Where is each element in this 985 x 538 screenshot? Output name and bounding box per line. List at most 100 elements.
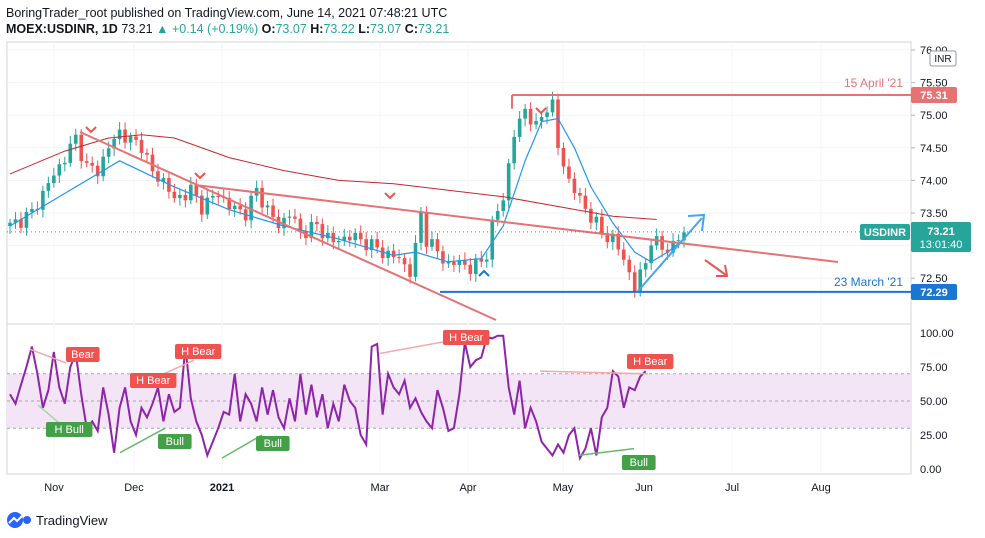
candle-body[interactable] <box>358 232 363 240</box>
candle-body[interactable] <box>90 162 94 166</box>
candle-body[interactable] <box>424 212 429 247</box>
candle-body[interactable] <box>490 219 495 260</box>
candle-body[interactable] <box>413 242 418 277</box>
candle-body[interactable] <box>397 257 401 259</box>
candle-body[interactable] <box>452 262 456 265</box>
candle-body[interactable] <box>326 232 330 239</box>
candle-body[interactable] <box>68 143 73 163</box>
candle-body[interactable] <box>101 156 105 177</box>
candle-body[interactable] <box>24 212 29 228</box>
candle-body[interactable] <box>249 195 253 221</box>
candle-body[interactable] <box>408 264 412 277</box>
candle-body[interactable] <box>682 232 686 241</box>
candle-body[interactable] <box>457 260 462 265</box>
candle-body[interactable] <box>46 183 51 191</box>
candle-body[interactable] <box>676 240 681 242</box>
candle-body[interactable] <box>13 219 18 223</box>
candle-body[interactable] <box>561 147 566 167</box>
candle-body[interactable] <box>63 162 67 165</box>
candle-body[interactable] <box>638 269 642 292</box>
candle-body[interactable] <box>41 190 45 210</box>
candle-body[interactable] <box>621 249 626 260</box>
candle-body[interactable] <box>578 192 582 196</box>
candle-body[interactable] <box>57 164 62 176</box>
candle-body[interactable] <box>627 259 632 273</box>
candle-body[interactable] <box>556 99 560 148</box>
candle-body[interactable] <box>106 148 111 157</box>
candle-body[interactable] <box>463 260 467 265</box>
candle-body[interactable] <box>364 239 368 251</box>
candle-body[interactable] <box>523 108 527 119</box>
candle-body[interactable] <box>430 239 434 247</box>
candle-body[interactable] <box>298 218 303 232</box>
candle-body[interactable] <box>178 194 182 199</box>
candle-body[interactable] <box>391 250 396 258</box>
candle-body[interactable] <box>353 232 358 241</box>
candle-body[interactable] <box>145 152 149 155</box>
candle-body[interactable] <box>139 139 144 153</box>
candle-body[interactable] <box>95 165 100 177</box>
candle-body[interactable] <box>583 195 588 209</box>
candle-body[interactable] <box>117 129 122 140</box>
candle-body[interactable] <box>632 272 637 292</box>
candle-body[interactable] <box>79 134 84 162</box>
candle-body[interactable] <box>506 163 511 201</box>
candle-body[interactable] <box>495 210 500 220</box>
candle-body[interactable] <box>342 236 347 242</box>
candle-body[interactable] <box>649 245 653 264</box>
currency-badge[interactable] <box>929 50 957 67</box>
candle-body[interactable] <box>189 184 193 201</box>
candle-body[interactable] <box>643 263 648 270</box>
footer-brand[interactable]: TradingView <box>6 511 108 529</box>
candle-body[interactable] <box>468 264 473 275</box>
candle-body[interactable] <box>183 194 188 201</box>
candle-body[interactable] <box>128 136 133 143</box>
candle-body[interactable] <box>205 197 210 215</box>
candle-body[interactable] <box>474 258 478 275</box>
rsi-line[interactable] <box>9 334 647 461</box>
down-arrow-line[interactable] <box>704 259 727 276</box>
candle-body[interactable] <box>567 166 571 179</box>
up-arrow-line[interactable] <box>637 217 703 292</box>
candle-body[interactable] <box>30 209 34 213</box>
descending-channel-line[interactable] <box>194 184 839 263</box>
candle-body[interactable] <box>161 178 166 182</box>
candle-body[interactable] <box>52 175 56 184</box>
candle-body[interactable] <box>271 205 275 217</box>
candle-body[interactable] <box>484 259 489 262</box>
candle-body[interactable] <box>282 217 286 229</box>
candle-body[interactable] <box>216 195 221 197</box>
candle-body[interactable] <box>441 251 445 264</box>
candle-body[interactable] <box>8 222 12 227</box>
candle-body[interactable] <box>200 195 204 215</box>
candle-body[interactable] <box>227 197 231 210</box>
descending-trendline[interactable] <box>79 131 497 321</box>
candle-body[interactable] <box>594 216 599 223</box>
candle-body[interactable] <box>315 221 319 225</box>
candle-body[interactable] <box>611 233 615 243</box>
candle-body[interactable] <box>539 116 544 121</box>
candle-body[interactable] <box>616 233 621 250</box>
candle-body[interactable] <box>545 112 549 117</box>
candle-body[interactable] <box>337 241 341 243</box>
candle-body[interactable] <box>172 191 177 199</box>
candle-body[interactable] <box>287 216 292 218</box>
candle-body[interactable] <box>671 240 675 253</box>
candle-body[interactable] <box>293 216 297 219</box>
symbol-label[interactable]: MOEX:USDINR, 1D <box>6 22 118 36</box>
candle-body[interactable] <box>517 118 522 137</box>
candle-body[interactable] <box>150 154 155 172</box>
candle-body[interactable] <box>528 108 533 125</box>
candle-body[interactable] <box>534 120 538 125</box>
candle-body[interactable] <box>309 221 314 239</box>
candle-body[interactable] <box>210 195 215 198</box>
candle-body[interactable] <box>347 236 352 241</box>
candle-body[interactable] <box>238 205 242 210</box>
candle-body[interactable] <box>73 134 78 144</box>
candle-body[interactable] <box>265 205 270 208</box>
candle-body[interactable] <box>665 249 670 253</box>
candle-body[interactable] <box>501 200 505 211</box>
candle-body[interactable] <box>435 239 440 252</box>
candle-body[interactable] <box>375 239 379 248</box>
